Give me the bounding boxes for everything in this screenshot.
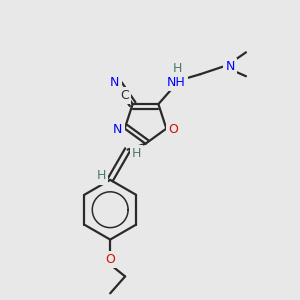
Text: H: H: [97, 169, 106, 182]
Text: C: C: [120, 89, 129, 102]
Text: O: O: [168, 123, 178, 136]
Text: N: N: [110, 76, 120, 89]
Text: H: H: [172, 62, 182, 75]
Text: O: O: [105, 253, 115, 266]
Text: N: N: [113, 123, 122, 136]
Text: N: N: [225, 60, 235, 73]
Text: NH: NH: [167, 76, 186, 89]
Text: H: H: [132, 147, 141, 160]
